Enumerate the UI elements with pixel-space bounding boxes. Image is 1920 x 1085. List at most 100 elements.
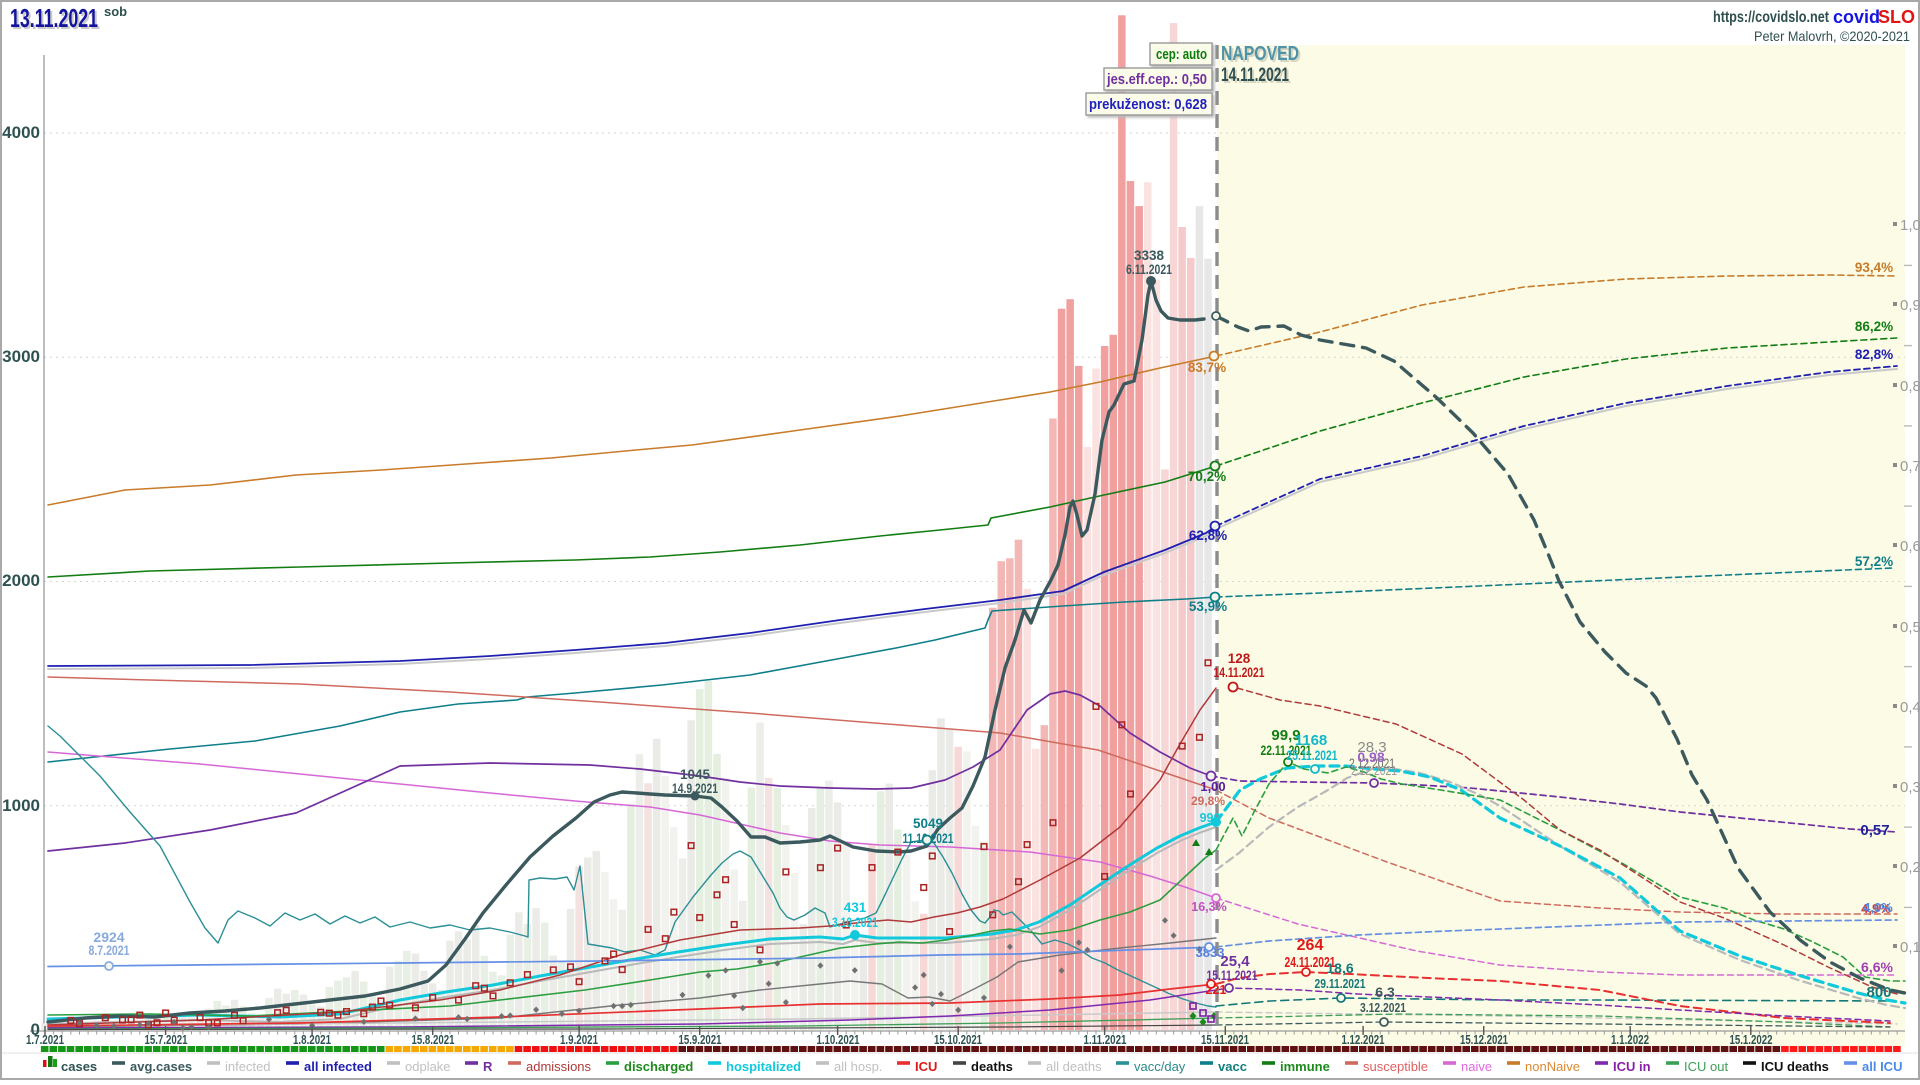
svg-text:0,3: 0,3 xyxy=(1900,779,1920,796)
svg-text:1168: 1168 xyxy=(1295,732,1328,749)
svg-text:cases: cases xyxy=(61,1059,97,1074)
svg-text:14.11.2021: 14.11.2021 xyxy=(1214,665,1265,680)
svg-text:1,00: 1,00 xyxy=(1200,779,1225,794)
svg-text:83,7%: 83,7% xyxy=(1188,360,1226,375)
svg-text:2000: 2000 xyxy=(2,571,40,590)
svg-text:susceptible: susceptible xyxy=(1363,1059,1428,1074)
svg-text:13.11.2021: 13.11.2021 xyxy=(10,3,98,33)
svg-text:128: 128 xyxy=(1228,651,1251,666)
svg-text:1000: 1000 xyxy=(2,796,40,815)
svg-text:all deaths: all deaths xyxy=(1046,1059,1102,1074)
svg-text:22.11.2021: 22.11.2021 xyxy=(1261,742,1312,758)
svg-text:vacc/day: vacc/day xyxy=(1134,1059,1186,1074)
svg-text:18,6: 18,6 xyxy=(1326,960,1353,976)
svg-text:odplake: odplake xyxy=(405,1059,451,1074)
svg-text:3.10.2021: 3.10.2021 xyxy=(832,915,878,930)
svg-text:5049: 5049 xyxy=(913,816,943,831)
svg-text:264: 264 xyxy=(1297,937,1324,954)
svg-text:ICU out: ICU out xyxy=(1684,1059,1728,1074)
svg-text:2.12.2021: 2.12.2021 xyxy=(1349,755,1395,771)
svg-text:2.12.2021: 2.12.2021 xyxy=(1351,763,1397,778)
svg-text:0,9: 0,9 xyxy=(1900,297,1920,314)
svg-text:covid: covid xyxy=(1833,7,1880,27)
svg-text:29.11.2021: 29.11.2021 xyxy=(1315,976,1366,991)
svg-text:1045: 1045 xyxy=(680,767,711,782)
svg-text:cep: auto: cep: auto xyxy=(1156,46,1207,63)
svg-text:82,8%: 82,8% xyxy=(1855,347,1893,362)
svg-text:hospitalized: hospitalized xyxy=(726,1059,801,1074)
svg-text:NAPOVED: NAPOVED xyxy=(1223,45,1301,67)
svg-text:vacc: vacc xyxy=(1218,1059,1247,1074)
svg-text:all hosp.: all hosp. xyxy=(834,1059,882,1074)
svg-text:3833: 3833 xyxy=(1196,945,1225,960)
svg-text:all infected: all infected xyxy=(304,1059,372,1074)
svg-text:57,2%: 57,2% xyxy=(1855,554,1893,569)
svg-text:3000: 3000 xyxy=(2,347,40,366)
svg-text:infected: infected xyxy=(225,1059,271,1074)
svg-text:0: 0 xyxy=(31,1020,40,1039)
svg-text:28,3: 28,3 xyxy=(1357,739,1386,756)
svg-text:0,8: 0,8 xyxy=(1900,378,1920,395)
svg-text:93,4%: 93,4% xyxy=(1855,260,1893,275)
svg-text:0,6: 0,6 xyxy=(1900,538,1920,555)
svg-text:800: 800 xyxy=(1866,984,1891,1001)
svg-text:8.7.2021: 8.7.2021 xyxy=(89,942,130,958)
svg-text:15.11.2021: 15.11.2021 xyxy=(1207,967,1258,983)
svg-text:0,98: 0,98 xyxy=(1357,749,1384,765)
svg-text:15.12.2021: 15.12.2021 xyxy=(1460,1032,1508,1047)
svg-text:70,2%: 70,2% xyxy=(1188,469,1226,484)
svg-text:25,4: 25,4 xyxy=(1220,953,1250,970)
svg-text:6,3: 6,3 xyxy=(1375,984,1395,1000)
svg-text:16,3%: 16,3% xyxy=(1191,900,1226,914)
svg-text:R: R xyxy=(483,1059,493,1074)
svg-text:jes.eff.cep.: 0,50: jes.eff.cep.: 0,50 xyxy=(1106,71,1207,88)
svg-text:25.11.2021: 25.11.2021 xyxy=(1287,747,1338,763)
svg-text:https://covidslo.net: https://covidslo.net xyxy=(1713,9,1830,26)
svg-text:deaths: deaths xyxy=(971,1059,1013,1074)
svg-text:0,2: 0,2 xyxy=(1900,859,1920,876)
svg-text:4,9%: 4,9% xyxy=(1861,901,1891,916)
svg-text:0,1: 0,1 xyxy=(1900,939,1920,956)
svg-text:discharged: discharged xyxy=(624,1059,693,1074)
svg-text:14.11.2021: 14.11.2021 xyxy=(1221,65,1289,86)
svg-text:all ICU: all ICU xyxy=(1862,1059,1902,1074)
svg-text:0,7: 0,7 xyxy=(1900,458,1920,475)
svg-text:Peter Malovrh, ©2020-2021: Peter Malovrh, ©2020-2021 xyxy=(1754,28,1910,44)
svg-text:99,9: 99,9 xyxy=(1271,727,1300,744)
svg-text:1.12.2021: 1.12.2021 xyxy=(1342,1032,1385,1047)
svg-text:prekuženost: 0,628: prekuženost: 0,628 xyxy=(1089,96,1207,113)
svg-text:15.7.2021: 15.7.2021 xyxy=(145,1032,188,1047)
svg-text:4,0%: 4,0% xyxy=(1863,900,1893,915)
svg-text:53,9%: 53,9% xyxy=(1189,599,1227,614)
svg-text:1.9.2021: 1.9.2021 xyxy=(560,1032,598,1047)
svg-text:immune: immune xyxy=(1280,1059,1330,1074)
svg-text:6.11.2021: 6.11.2021 xyxy=(1126,262,1172,277)
svg-text:15.8.2021: 15.8.2021 xyxy=(412,1032,455,1047)
svg-text:sob: sob xyxy=(104,4,127,19)
svg-text:15.1.2022: 15.1.2022 xyxy=(1730,1032,1773,1047)
svg-text:admissions: admissions xyxy=(526,1059,592,1074)
svg-text:1.11.2021: 1.11.2021 xyxy=(1084,1032,1127,1047)
svg-text:naive: naive xyxy=(1461,1059,1492,1074)
svg-text:4000: 4000 xyxy=(2,123,40,142)
svg-text:15.11.2021: 15.11.2021 xyxy=(1201,1032,1249,1047)
svg-text:15.9.2021: 15.9.2021 xyxy=(679,1032,722,1047)
svg-text:13.11.2021: 13.11.2021 xyxy=(12,5,100,35)
svg-text:24.11.2021: 24.11.2021 xyxy=(1285,954,1336,971)
svg-text:1.7.2021: 1.7.2021 xyxy=(26,1032,64,1047)
svg-text:ICU: ICU xyxy=(915,1059,937,1074)
svg-text:2924: 2924 xyxy=(93,929,124,945)
svg-text:1.8.2021: 1.8.2021 xyxy=(293,1032,331,1047)
svg-text:6,6%: 6,6% xyxy=(1861,959,1893,975)
svg-text:62,8%: 62,8% xyxy=(1189,528,1227,543)
svg-text:14.9.2021: 14.9.2021 xyxy=(672,781,718,796)
svg-text:1.10.2021: 1.10.2021 xyxy=(817,1032,860,1047)
svg-text:ICU in: ICU in xyxy=(1613,1059,1651,1074)
svg-text:NAPOVED: NAPOVED xyxy=(1221,43,1299,65)
svg-text:SLO: SLO xyxy=(1878,7,1915,27)
svg-text:avg.cases: avg.cases xyxy=(130,1059,192,1074)
svg-text:14.11.2021: 14.11.2021 xyxy=(1223,67,1291,88)
svg-text:nonNaive: nonNaive xyxy=(1525,1059,1580,1074)
svg-text:0,5: 0,5 xyxy=(1900,619,1920,636)
svg-text:3.12.2021: 3.12.2021 xyxy=(1360,1000,1406,1015)
